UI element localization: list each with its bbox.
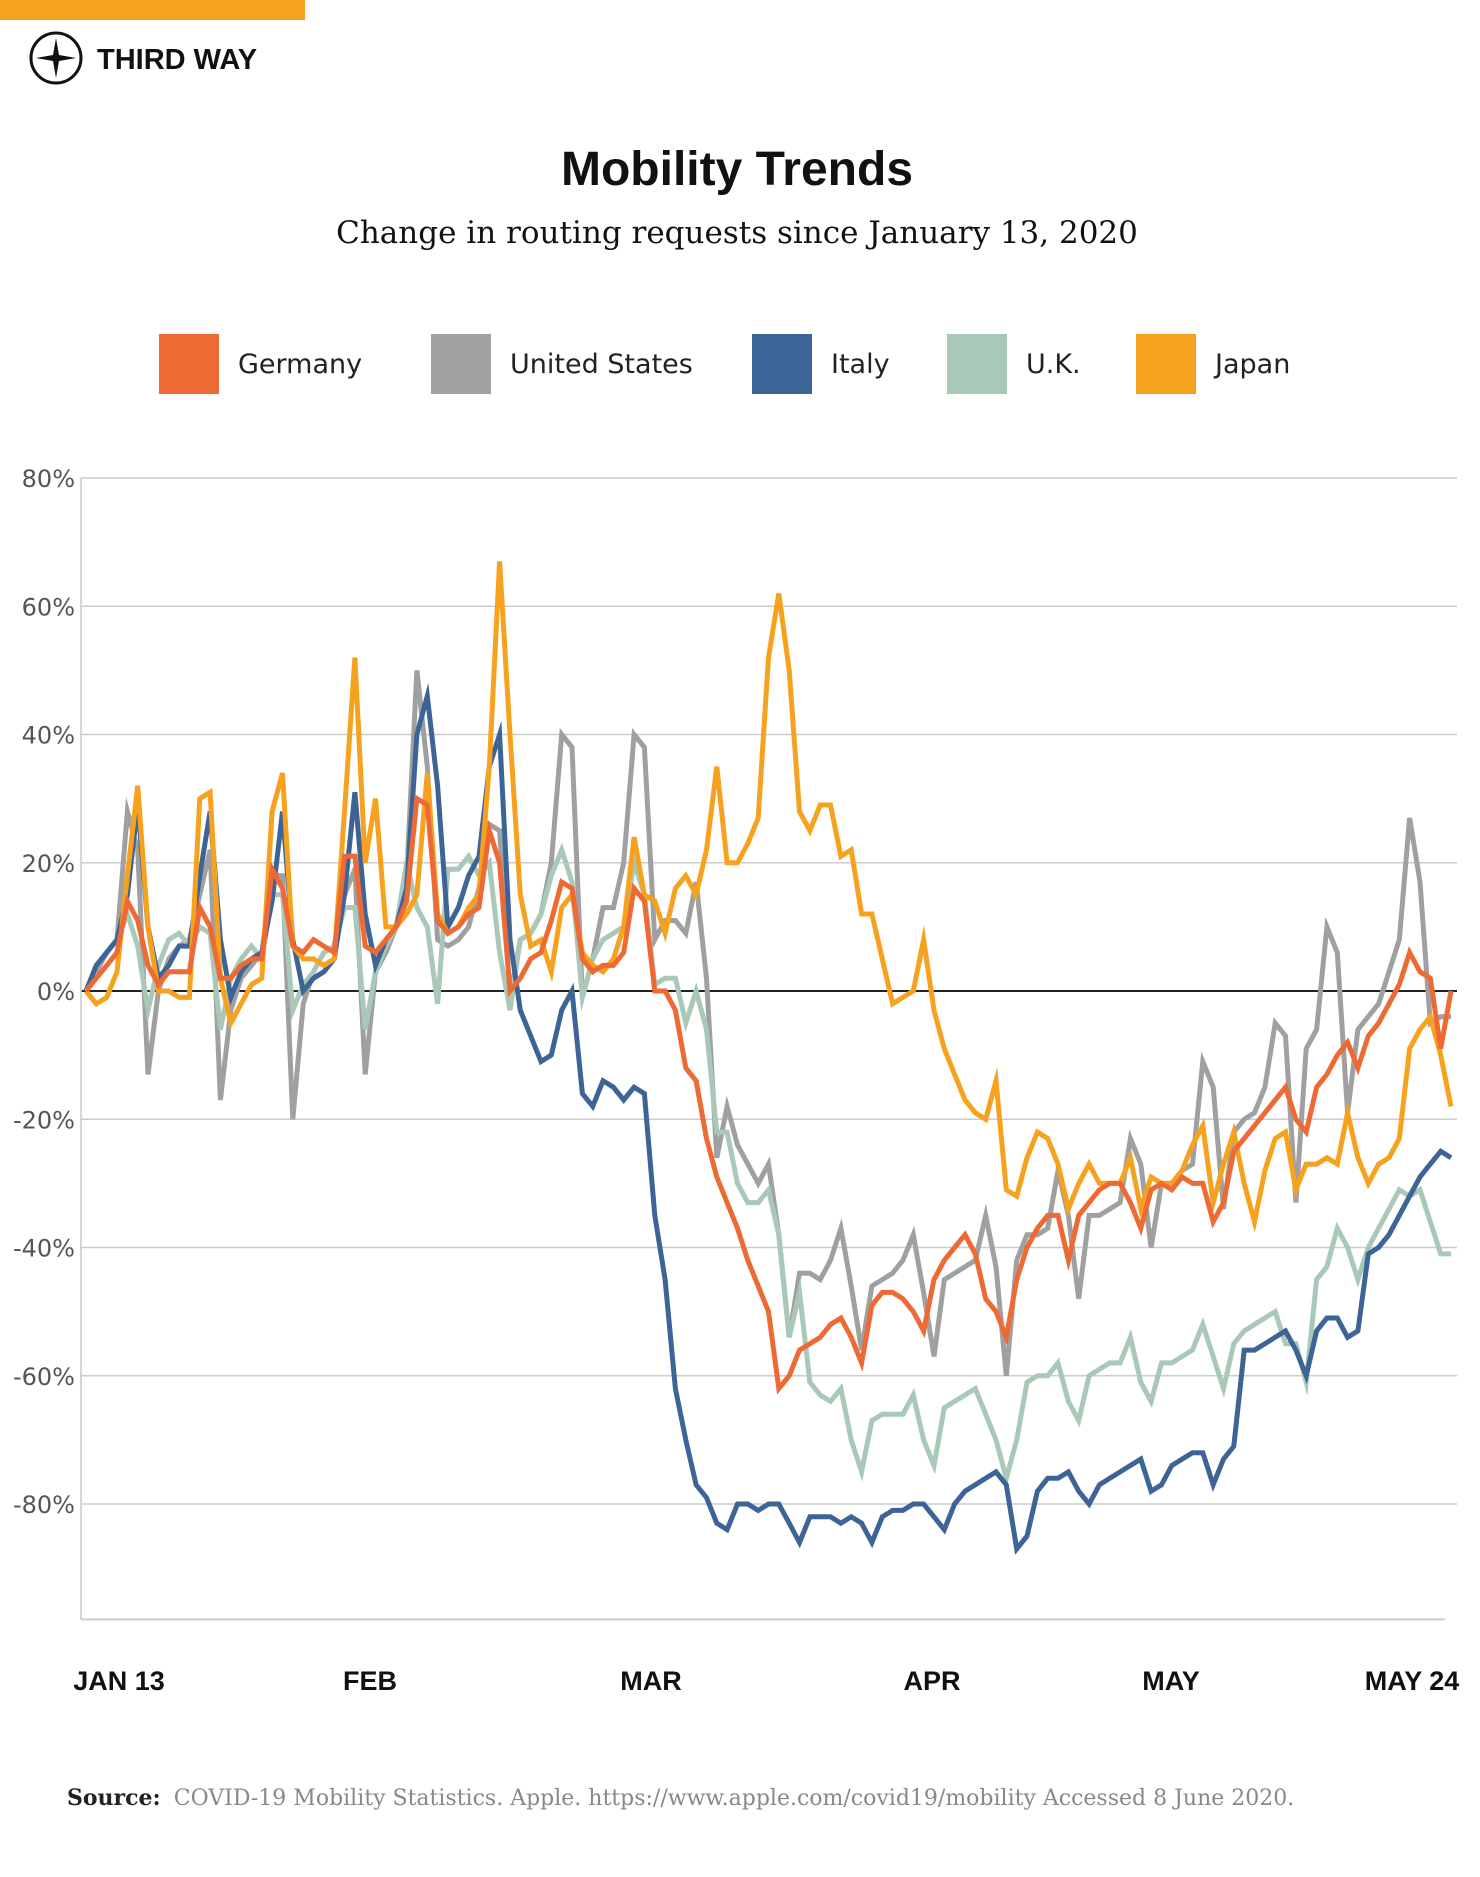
y-tick-label: -40% [13,1235,75,1263]
legend-label: United States [510,349,693,380]
source-label: Source: [67,1785,161,1811]
y-tick-label: -80% [13,1491,75,1519]
y-tick-label: 20% [22,850,75,878]
legend-label: U.K. [1026,349,1081,380]
series-line-italy [83,682,1453,1555]
source-note: Source: COVID-19 Mobility Statistics. Ap… [67,1785,1294,1811]
brand-accent-bar [0,0,305,20]
x-tick-label: MAY [1142,1666,1200,1696]
y-tick-label: 40% [22,722,75,750]
y-tick-label: 0% [37,978,75,1006]
chart-title: Mobility Trends [561,143,913,196]
legend-label: Italy [831,349,890,380]
chart-subtitle: Change in routing requests since January… [336,215,1138,251]
y-axis: 80% 60% 40% 20% 0% -20% -40% -60% -80% [13,465,75,1519]
legend-label: Japan [1213,349,1290,380]
y-tick-label: -60% [13,1363,75,1391]
brand-logo-text: THIRD WAY [97,44,257,76]
x-tick-label: MAY 24 [1365,1666,1460,1696]
series-line-japan [84,561,1454,1233]
legend-swatch-0 [159,334,219,394]
series-line-germany [84,794,1454,1395]
legend-label: Germany [238,349,362,380]
source-text: COVID-19 Mobility Statistics. Apple. htt… [174,1786,1294,1811]
x-tick-label: JAN 13 [73,1666,165,1696]
legend-swatch-1 [431,334,491,394]
series-line-u-k- [83,842,1451,1488]
y-tick-label: 80% [22,465,75,493]
x-tick-label: APR [903,1666,960,1696]
series-lines [83,561,1454,1555]
y-tick-label: 60% [22,593,75,621]
x-tick-label: MAR [620,1666,682,1696]
x-axis: JAN 13 FEB MAR APR MAY MAY 24 [73,1666,1459,1696]
compass-icon [29,31,83,85]
legend-swatch-3 [947,334,1007,394]
x-tick-label: FEB [343,1666,397,1696]
legend-swatch-4 [1136,334,1196,394]
series-line-united-states [83,670,1451,1377]
legend: Germany United States Italy U.K. Japan [159,334,1290,394]
legend-swatch-2 [752,334,812,394]
y-tick-label: -20% [13,1106,75,1134]
